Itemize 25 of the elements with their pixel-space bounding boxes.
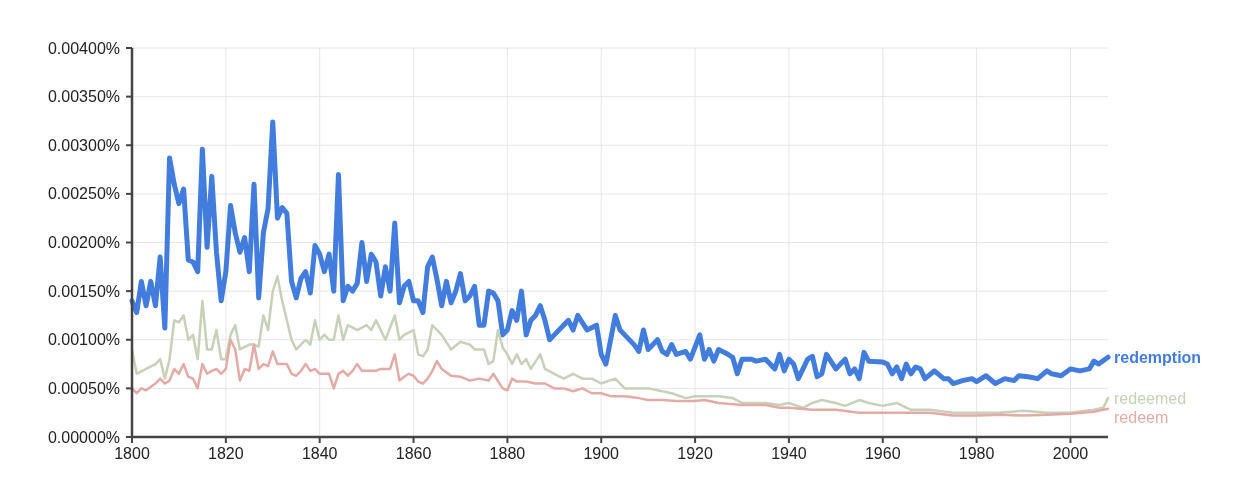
x-tick-label: 1820 (208, 445, 244, 462)
series-label: redemption (1114, 348, 1202, 366)
x-tick-label: 1800 (114, 445, 150, 462)
y-tick-label: 0.00300% (47, 136, 120, 154)
series-label: redeemed (1114, 389, 1187, 407)
x-tick-label: 2000 (1052, 445, 1089, 462)
x-tick-label: 1940 (771, 445, 807, 462)
series-label: redeem (1114, 408, 1169, 426)
x-tick-label: 1860 (395, 445, 432, 462)
line-series (130, 275, 1110, 414)
x-tick-label: 1900 (583, 445, 620, 462)
line-series (130, 338, 1110, 417)
y-tick-label: 0.00000% (47, 428, 120, 446)
x-tick-label: 1840 (301, 445, 338, 462)
x-tick-label: 1960 (864, 445, 901, 462)
x-tick-label: 1880 (489, 445, 526, 462)
y-tick-label: 0.00200% (47, 234, 120, 252)
y-tick-label: 0.00050% (47, 379, 120, 397)
y-tick-label: 0.00400% (47, 39, 120, 57)
y-tick-label: 0.00150% (47, 282, 120, 300)
x-tick-label: 1920 (677, 445, 713, 462)
x-tick-label: 1980 (958, 445, 995, 462)
y-tick-label: 0.00350% (47, 88, 120, 106)
y-tick-label: 0.00100% (47, 331, 120, 349)
y-tick-label: 0.00250% (47, 185, 120, 203)
